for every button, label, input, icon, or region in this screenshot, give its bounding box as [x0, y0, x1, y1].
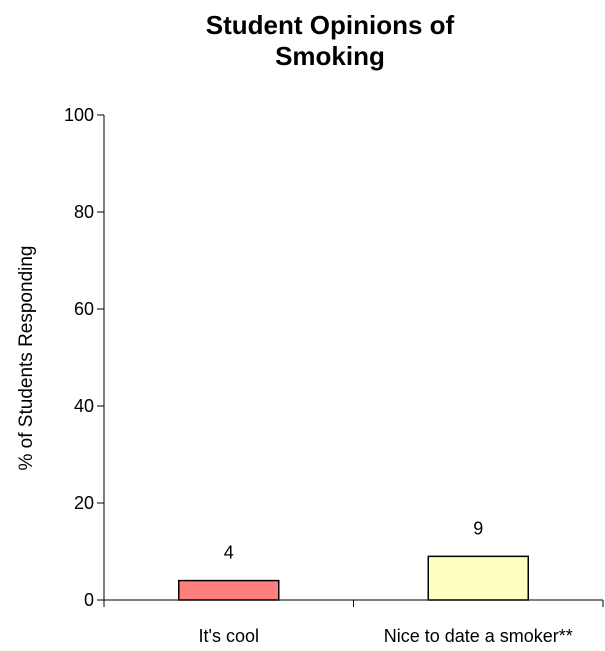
axes	[97, 114, 604, 607]
x-category-label: It's cool	[199, 626, 259, 646]
y-tick-label: 60	[74, 299, 94, 319]
y-tick-label: 20	[74, 493, 94, 513]
bar	[178, 579, 280, 601]
x-category-label: Nice to date a smoker**	[384, 626, 573, 646]
chart-title-line: Smoking	[275, 41, 385, 71]
y-tick-label: 100	[64, 105, 94, 125]
y-tick-label: 80	[74, 202, 94, 222]
chart-title-line: Student Opinions of	[205, 10, 455, 40]
bars	[178, 555, 529, 601]
y-axis-label: % of Students Responding	[16, 246, 37, 471]
data-label: 9	[473, 518, 483, 538]
y-tick-label: 40	[74, 396, 94, 416]
data-label: 4	[224, 543, 234, 563]
labels: 0 20 40 60 80 100 4 It's cool 9 Nice to date a sm…	[64, 105, 573, 646]
bar	[427, 555, 529, 601]
chart-title: Student Opinions of Smoking	[185, 10, 475, 72]
y-tick-label: 0	[84, 590, 94, 610]
